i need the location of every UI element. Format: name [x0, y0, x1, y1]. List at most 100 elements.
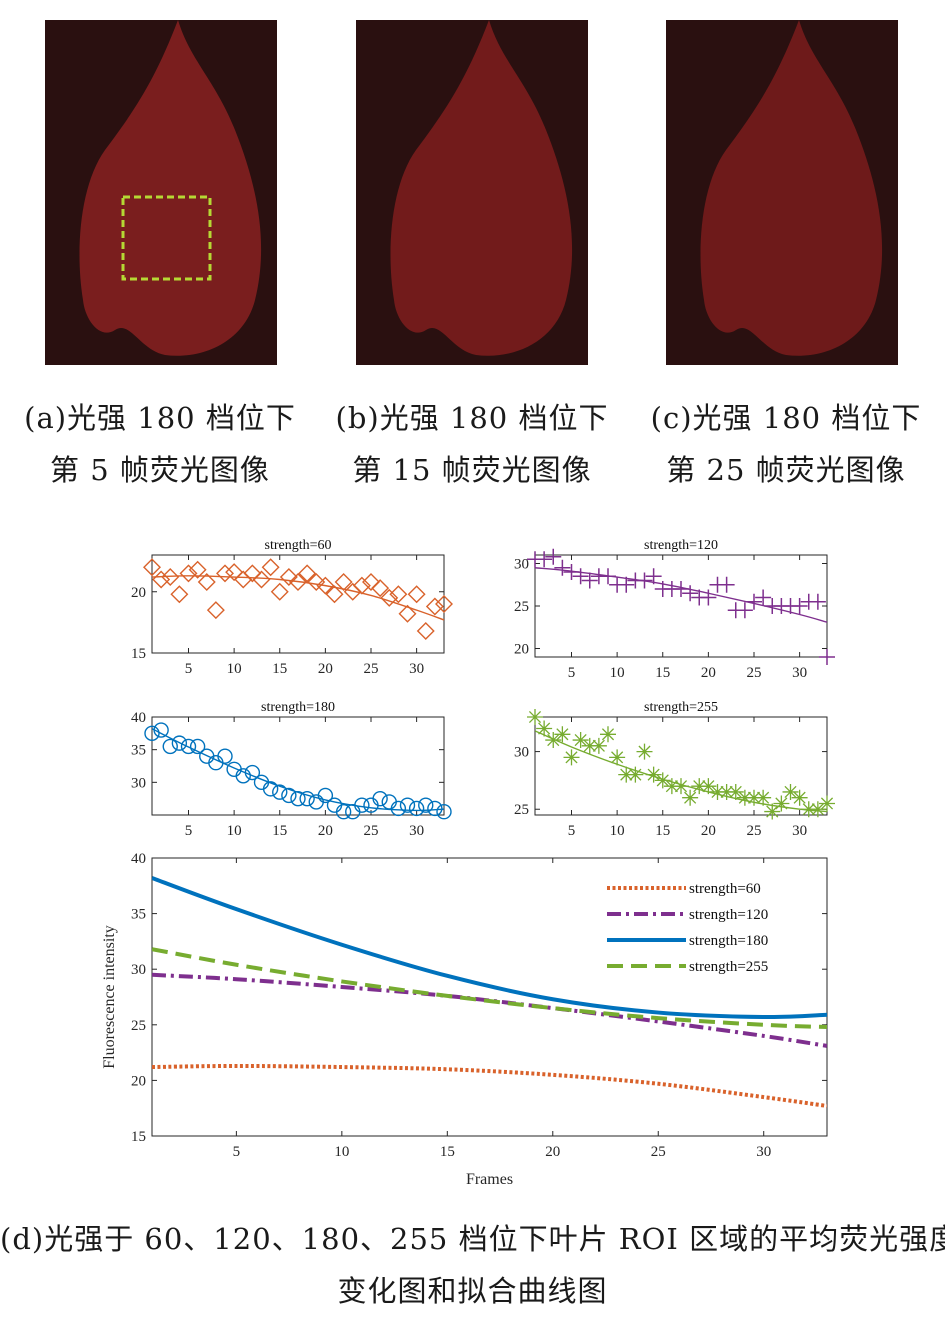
data-point [673, 778, 689, 795]
data-point [189, 738, 206, 755]
data-point [153, 722, 169, 738]
caption-b: (b)光强 180 档位下 第 15 帧荧光图像 [322, 392, 622, 496]
data-point [691, 778, 708, 795]
data-point [290, 790, 306, 807]
data-point [380, 588, 399, 607]
y-tick-label: 40 [131, 710, 146, 726]
data-point [627, 766, 644, 783]
legend-label: strength=180 [689, 933, 768, 949]
y-tick-label: 15 [131, 1129, 146, 1145]
legend-label: strength=255 [689, 959, 768, 975]
x-tick-label: 20 [701, 823, 716, 839]
data-point [791, 789, 808, 806]
x-tick-label: 5 [233, 1144, 241, 1160]
data-point [436, 804, 452, 820]
caption-d-line2: 变化图和拟合曲线图 [337, 1274, 608, 1308]
caption-b-line1: (b)光强 180 档位下 [335, 401, 609, 435]
data-point [791, 598, 808, 614]
data-point [362, 572, 380, 591]
x-tick-label: 25 [364, 661, 379, 677]
leaf-shape [700, 20, 883, 356]
caption-a: (a)光强 180 档位下 第 5 帧荧光图像 [10, 392, 310, 496]
y-tick-label: 30 [131, 962, 146, 978]
data-point [673, 581, 689, 597]
data-point [261, 558, 280, 577]
data-point [645, 766, 662, 783]
data-point [171, 735, 188, 751]
chart-5: 5 10 15 20 25 30 15 20 25 30 35 40 Frames Fluorescenc… [101, 851, 828, 1188]
leaf-shape [79, 20, 262, 356]
x-tick-label: 25 [747, 823, 762, 839]
data-point [143, 558, 161, 577]
y-tick-label: 25 [514, 802, 529, 818]
data-point [682, 585, 699, 602]
caption-a-line2: 第 5 帧荧光图像 [50, 453, 270, 487]
x-tick-label: 15 [272, 823, 287, 839]
y-tick-label: 20 [131, 585, 146, 601]
data-point [226, 761, 242, 777]
data-point [663, 778, 680, 795]
data-point [281, 787, 297, 804]
data-point [225, 563, 244, 582]
data-point [316, 576, 335, 595]
data-point [253, 774, 270, 791]
x-tick-label: 30 [409, 823, 424, 839]
data-point [152, 570, 171, 589]
data-point [718, 783, 735, 800]
y-tick-label: 25 [514, 599, 529, 615]
data-point [618, 766, 635, 783]
axes-box [534, 716, 828, 816]
y-tick-label: 20 [514, 642, 529, 658]
data-point [272, 784, 288, 800]
caption-d-line1: (d)光强于 60、120、180、255 档位下叶片 ROI 区域的平均荧光强… [0, 1222, 945, 1256]
caption-c-line2: 第 25 帧荧光图像 [666, 453, 906, 487]
x-tick-label: 15 [655, 823, 670, 839]
x-tick-label: 10 [610, 823, 625, 839]
x-tick-label: 10 [334, 1144, 349, 1160]
data-point [298, 564, 317, 583]
data-point [299, 790, 315, 807]
x-tick-label: 5 [185, 823, 193, 839]
chart-title: strength=60 [265, 538, 332, 553]
fit-curve [535, 730, 827, 813]
legend-label: strength=60 [689, 881, 761, 897]
chart-3: 5 10 15 20 25 30 30 35 40 strength=180 [131, 700, 452, 839]
data-point [800, 801, 817, 818]
data-point [352, 576, 371, 595]
data-point [326, 797, 343, 813]
x-tick-label: 15 [440, 1144, 455, 1160]
data-point [764, 803, 781, 820]
caption-b-line2: 第 15 帧荧光图像 [352, 453, 592, 487]
caption-a-line1: (a)光强 180 档位下 [24, 401, 296, 435]
data-point [188, 560, 207, 579]
data-point [389, 585, 408, 604]
data-point [809, 801, 826, 818]
x-tick-label: 10 [227, 823, 242, 839]
data-point [581, 737, 598, 754]
data-point [435, 595, 453, 613]
data-point [554, 726, 571, 743]
data-point [425, 597, 444, 616]
chart-1: 5 10 15 20 25 30 15 20 strength=60 [131, 538, 453, 677]
data-point [536, 720, 553, 737]
legend-label: strength=120 [689, 907, 768, 923]
x-tick-label: 10 [227, 661, 242, 677]
leaf-image-a [45, 20, 277, 365]
series-line-1 [152, 1063, 827, 1108]
data-point [161, 568, 180, 587]
y-tick-label: 35 [131, 907, 146, 923]
data-point [345, 804, 361, 820]
x-tick-label: 15 [272, 661, 287, 677]
x-tick-label: 30 [756, 1144, 771, 1160]
y-tick-label: 30 [514, 557, 529, 573]
data-point [700, 589, 717, 606]
chart-title: strength=120 [644, 538, 718, 553]
data-point [718, 576, 735, 593]
data-point [279, 568, 298, 587]
x-axis-label: Frames [466, 1171, 513, 1188]
data-point [216, 564, 234, 583]
data-point [179, 564, 198, 583]
data-point [262, 781, 279, 797]
data-point [206, 601, 225, 620]
